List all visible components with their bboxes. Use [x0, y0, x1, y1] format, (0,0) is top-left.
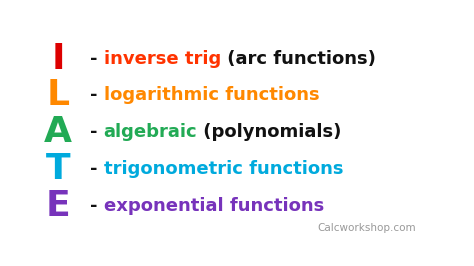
Text: -: -: [90, 160, 104, 178]
Text: algebraic: algebraic: [104, 123, 197, 141]
Text: -: -: [90, 197, 104, 215]
Text: -: -: [90, 49, 104, 68]
Text: Calcworkshop.com: Calcworkshop.com: [317, 223, 416, 233]
Text: T: T: [46, 152, 70, 186]
Text: exponential functions: exponential functions: [104, 197, 324, 215]
Text: A: A: [44, 115, 72, 149]
Text: -: -: [90, 123, 104, 141]
Text: I: I: [51, 41, 65, 76]
Text: (polynomials): (polynomials): [197, 123, 342, 141]
Text: -: -: [90, 86, 104, 105]
Text: E: E: [46, 189, 70, 223]
Text: (arc functions): (arc functions): [221, 49, 376, 68]
Text: inverse trig: inverse trig: [104, 49, 221, 68]
Text: L: L: [46, 78, 70, 113]
Text: trigonometric functions: trigonometric functions: [104, 160, 343, 178]
Text: logarithmic functions: logarithmic functions: [104, 86, 319, 105]
